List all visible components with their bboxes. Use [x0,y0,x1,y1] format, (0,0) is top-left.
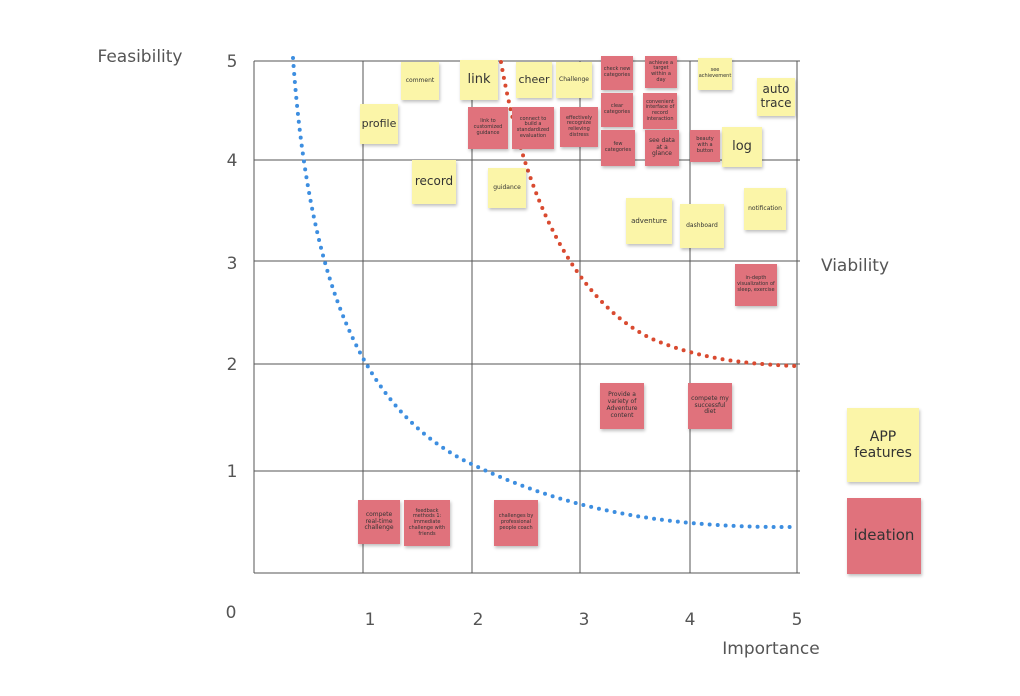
sticky-note: effectively recognize relieving distress [560,107,598,147]
x-tick-label: 5 [791,610,803,630]
x-tick-label: 3 [578,610,590,630]
x-tick-label: 4 [684,610,696,630]
sticky-note: beauty with a button [690,130,720,162]
sticky-note: check new categories [601,56,633,90]
sticky-note: see achievement [698,58,732,90]
sticky-note: Challenge [556,62,592,98]
sticky-note: compete real-time challenge [358,500,400,544]
legend-note: ideation [847,498,921,574]
sticky-note: record [412,160,456,204]
x-axis-title: Importance [722,639,820,659]
sticky-note: feedback methods 1: immediate challenge … [404,500,450,546]
legend-note: APP features [847,408,919,482]
y-tick-label: 3 [226,254,238,274]
sticky-note: link to customized guidance [468,107,508,149]
sticky-note: auto trace [757,78,795,116]
y-tick-label: 2 [226,355,238,375]
sticky-note: comment [401,62,439,100]
feasibility-curve [291,56,797,530]
y-axis-title: Feasibility [97,47,183,67]
sticky-note: few categories [601,130,635,166]
y-tick-label: 1 [226,462,238,482]
x-tick-label: 1 [364,610,376,630]
sticky-note: Provide a variety of Adventure content [600,383,644,429]
sticky-note: link [460,60,498,100]
y-tick-label: 5 [226,52,238,72]
sticky-note: compete my successful diet [688,383,732,429]
sticky-note: adventure [626,198,672,244]
sticky-note: notification [744,188,786,230]
sticky-note: profile [360,104,398,144]
curve-label: Viability [820,256,890,276]
x-tick-label: 2 [472,610,484,630]
sticky-note: cheer [516,62,552,98]
sticky-note: convenient interface of record interacti… [643,93,677,129]
sticky-note: clear categories [601,93,633,127]
y-tick-label: 4 [226,151,238,171]
viability-curve [499,60,797,368]
sticky-note: connect to build a standardized evaluati… [512,107,554,149]
sticky-note: in-depth visualization of sleep, exercis… [735,264,777,306]
sticky-note: guidance [488,168,526,208]
sticky-note: achieve a target within a day [645,56,677,88]
sticky-note: dashboard [680,204,724,248]
origin-label: 0 [225,603,237,623]
sticky-note: log [722,127,762,167]
sticky-note: challenges by professional people coach [494,500,538,546]
sticky-note: see data at a glance [645,130,679,166]
